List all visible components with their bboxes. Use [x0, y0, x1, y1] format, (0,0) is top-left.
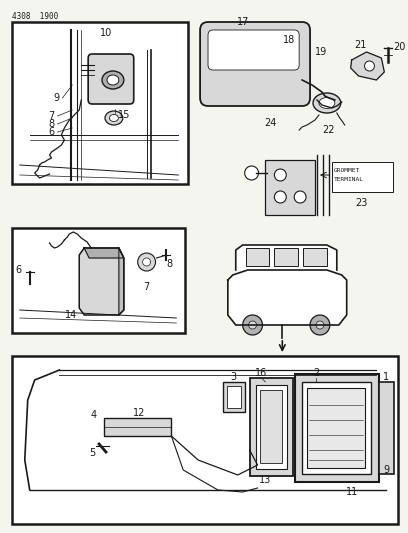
- Text: 7: 7: [49, 111, 55, 121]
- Text: 22: 22: [323, 125, 335, 135]
- Text: 9: 9: [53, 93, 60, 103]
- Text: 4308  1900: 4308 1900: [12, 12, 58, 21]
- Text: 9: 9: [383, 465, 389, 475]
- Text: 3: 3: [231, 372, 237, 382]
- FancyBboxPatch shape: [208, 30, 299, 70]
- Bar: [307, 388, 364, 468]
- Text: 8: 8: [49, 119, 55, 129]
- Text: 4: 4: [91, 410, 97, 420]
- Bar: [250, 378, 293, 476]
- Text: 20: 20: [393, 42, 406, 52]
- Bar: [12, 22, 188, 184]
- Circle shape: [294, 191, 306, 203]
- Bar: [303, 248, 327, 266]
- Ellipse shape: [109, 115, 118, 122]
- Text: GROMMET: GROMMET: [334, 168, 360, 173]
- Circle shape: [137, 253, 155, 271]
- Bar: [302, 382, 371, 474]
- Text: 16: 16: [255, 368, 268, 378]
- Text: 14: 14: [65, 310, 77, 320]
- Text: 24: 24: [264, 118, 277, 128]
- Text: 11: 11: [346, 487, 358, 497]
- Text: TERMINAL: TERMINAL: [334, 177, 364, 182]
- Ellipse shape: [319, 98, 335, 109]
- Bar: [12, 228, 185, 333]
- Polygon shape: [84, 248, 124, 258]
- Text: 21: 21: [355, 40, 367, 50]
- Bar: [246, 248, 269, 266]
- Text: 6: 6: [49, 127, 55, 137]
- Bar: [295, 374, 379, 482]
- Text: 2: 2: [313, 368, 319, 378]
- Text: 23: 23: [355, 198, 368, 208]
- Circle shape: [275, 191, 286, 203]
- Circle shape: [310, 315, 330, 335]
- Text: 12: 12: [133, 408, 145, 418]
- Bar: [275, 248, 298, 266]
- Text: 17: 17: [237, 17, 249, 27]
- Bar: [259, 390, 282, 463]
- Ellipse shape: [107, 75, 119, 85]
- Text: 1: 1: [383, 372, 389, 382]
- Text: 10: 10: [100, 28, 112, 38]
- Ellipse shape: [313, 93, 341, 113]
- Circle shape: [243, 315, 262, 335]
- Bar: [104, 418, 171, 436]
- Text: 5: 5: [89, 448, 95, 458]
- Text: 13: 13: [259, 475, 272, 485]
- Bar: [332, 162, 393, 192]
- Text: 18: 18: [283, 35, 295, 45]
- Bar: [379, 382, 394, 474]
- Text: 6: 6: [16, 265, 22, 275]
- Text: 15: 15: [118, 110, 130, 120]
- Circle shape: [245, 166, 259, 180]
- Circle shape: [143, 258, 151, 266]
- FancyBboxPatch shape: [88, 54, 134, 104]
- Text: 7: 7: [144, 282, 150, 292]
- Polygon shape: [228, 270, 347, 325]
- Bar: [227, 386, 241, 408]
- FancyBboxPatch shape: [200, 22, 310, 106]
- Bar: [255, 385, 287, 469]
- Circle shape: [364, 61, 375, 71]
- Circle shape: [248, 321, 257, 329]
- Bar: [266, 160, 315, 215]
- Ellipse shape: [105, 111, 123, 125]
- Ellipse shape: [102, 71, 124, 89]
- Polygon shape: [79, 248, 124, 315]
- Text: 19: 19: [315, 47, 327, 57]
- Polygon shape: [119, 248, 124, 315]
- Circle shape: [316, 321, 324, 329]
- Bar: [223, 382, 245, 412]
- Polygon shape: [236, 245, 337, 270]
- Polygon shape: [350, 52, 384, 80]
- Text: 8: 8: [166, 259, 173, 269]
- Bar: [12, 356, 398, 524]
- Circle shape: [275, 169, 286, 181]
